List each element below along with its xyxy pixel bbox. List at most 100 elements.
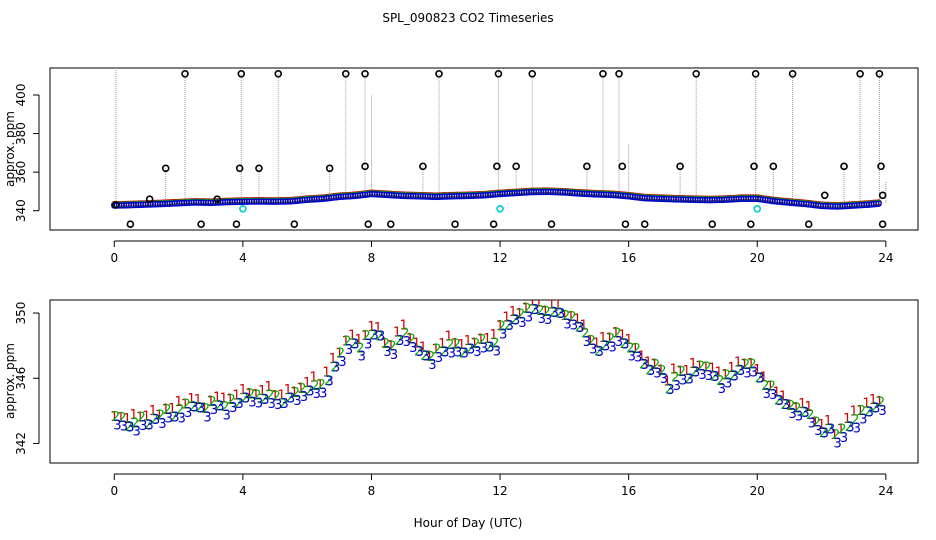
marker-series-1: 1 <box>554 298 562 313</box>
marker-series-3: 3 <box>827 423 835 438</box>
marker-series-2: 2 <box>427 350 435 365</box>
marker-series-2: 2 <box>491 336 499 351</box>
marker-series-3: 3 <box>641 358 649 373</box>
marker-series-1: 1 <box>457 338 465 353</box>
outlier-point <box>213 195 221 203</box>
marker-series-1: 1 <box>348 329 356 344</box>
marker-series-3: 3 <box>313 387 321 402</box>
marker-series-1: 1 <box>811 415 819 430</box>
marker-series-3: 3 <box>274 398 282 413</box>
marker-series-3: 3 <box>120 420 128 435</box>
marker-series-2: 2 <box>234 397 242 412</box>
marker-series-3: 3 <box>480 341 488 356</box>
marker-series-3: 3 <box>358 350 366 365</box>
marker-series-1: 1 <box>406 332 414 347</box>
outlier-point <box>820 191 829 200</box>
marker-series-2: 2 <box>498 319 506 334</box>
marker-series-1: 1 <box>425 350 433 365</box>
marker-series-2: 2 <box>832 428 840 443</box>
outlier-point <box>708 220 717 229</box>
marker-series-3: 3 <box>506 319 514 334</box>
top-y-tick-label: 340 <box>14 199 28 222</box>
marker-series-1: 1 <box>483 332 491 347</box>
marker-series-3: 3 <box>454 346 462 361</box>
top-x-tick-label: 24 <box>878 251 893 265</box>
marker-series-1: 1 <box>117 411 125 426</box>
outlier-point <box>528 69 537 78</box>
marker-series-3: 3 <box>371 329 379 344</box>
bottom-x-tick-label: 8 <box>368 484 376 498</box>
outlier-point <box>512 162 520 171</box>
marker-series-3: 3 <box>776 394 784 409</box>
outlier-point <box>361 162 369 171</box>
marker-series-3: 3 <box>679 373 687 388</box>
marker-series-3: 3 <box>551 306 559 321</box>
marker-series-3: 3 <box>281 397 289 412</box>
marker-series-1: 1 <box>605 332 613 347</box>
marker-series-1: 1 <box>162 403 170 418</box>
marker-series-2: 2 <box>440 345 448 360</box>
outlier-point <box>750 162 758 171</box>
outlier-point <box>255 164 263 173</box>
marker-series-1: 1 <box>451 337 459 352</box>
marker-series-3: 3 <box>795 410 803 425</box>
marker-series-1: 1 <box>277 389 285 404</box>
marker-series-2: 2 <box>356 341 364 356</box>
marker-series-1: 1 <box>740 358 748 373</box>
bottom-x-tick-label: 12 <box>492 484 507 498</box>
marker-series-2: 2 <box>787 399 795 414</box>
marker-series-2: 2 <box>285 391 293 406</box>
marker-series-3: 3 <box>416 345 424 360</box>
top-y-axis-label: approx. ppm <box>3 111 17 187</box>
marker-series-2: 2 <box>369 328 377 343</box>
top-x-tick-label: 20 <box>750 251 765 265</box>
marker-series-1: 1 <box>805 400 813 415</box>
marker-series-3: 3 <box>493 345 501 360</box>
marker-series-1: 1 <box>213 391 221 406</box>
marker-series-2: 2 <box>588 334 596 349</box>
marker-series-1: 1 <box>284 383 292 398</box>
outlier-point <box>878 220 887 229</box>
marker-series-1: 1 <box>670 362 678 377</box>
marker-series-1: 1 <box>509 305 517 320</box>
top-x-tick-label: 4 <box>239 251 247 265</box>
marker-series-1: 1 <box>322 366 330 381</box>
marker-series-1: 1 <box>586 334 594 349</box>
marker-series-1: 1 <box>676 365 684 380</box>
outlier-point <box>599 69 607 78</box>
marker-series-1: 1 <box>631 342 639 357</box>
marker-series-2: 2 <box>729 369 737 384</box>
outlier-point <box>692 69 700 78</box>
marker-series-2: 2 <box>523 302 531 317</box>
marker-series-2: 2 <box>845 420 853 435</box>
marker-series-2: 2 <box>137 411 145 426</box>
marker-series-2: 2 <box>658 364 666 379</box>
marker-series-3: 3 <box>756 372 764 387</box>
reference-point <box>496 204 504 213</box>
marker-series-3: 3 <box>570 318 578 333</box>
outlier-point <box>877 162 885 171</box>
marker-series-3: 3 <box>518 316 526 331</box>
marker-series-1: 1 <box>798 397 806 412</box>
marker-series-1: 1 <box>123 412 131 427</box>
marker-series-3: 3 <box>731 369 739 384</box>
marker-series-3: 3 <box>229 401 237 416</box>
marker-series-2: 2 <box>877 396 885 411</box>
marker-series-3: 3 <box>788 407 796 422</box>
marker-series-2: 2 <box>170 410 178 425</box>
marker-series-2: 2 <box>215 399 223 414</box>
marker-series-2: 2 <box>723 368 731 383</box>
marker-series-2: 2 <box>703 361 711 376</box>
outlier-point <box>235 164 244 173</box>
marker-series-2: 2 <box>182 398 190 413</box>
marker-series-2: 2 <box>793 401 801 416</box>
marker-series-3: 3 <box>139 419 147 434</box>
marker-series-2: 2 <box>240 391 248 406</box>
outlier-point <box>875 69 884 78</box>
marker-series-3: 3 <box>255 397 263 412</box>
marker-series-3: 3 <box>846 420 854 435</box>
marker-series-1: 1 <box>618 329 626 344</box>
marker-series-3: 3 <box>242 392 250 407</box>
outlier-point <box>435 69 443 78</box>
marker-series-1: 1 <box>412 336 420 351</box>
